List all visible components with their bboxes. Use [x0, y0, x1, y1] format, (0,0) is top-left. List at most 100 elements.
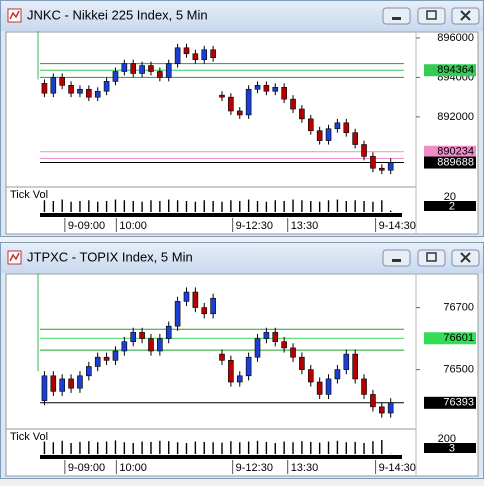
- maximize-button[interactable]: [417, 249, 446, 267]
- price-box: [424, 332, 476, 345]
- candle-body: [192, 53, 199, 60]
- candle-body: [263, 332, 270, 339]
- candle-body: [379, 167, 385, 171]
- candle-body: [316, 381, 323, 395]
- candle-body: [228, 96, 234, 112]
- candle-body: [192, 291, 199, 308]
- candle-body: [130, 63, 137, 74]
- price-box-label: 894364: [437, 64, 474, 76]
- candle-body: [41, 83, 48, 94]
- x-tick-label: 9-14:30: [379, 220, 416, 232]
- price-box-label: 890234: [437, 146, 474, 158]
- candle-body: [174, 47, 181, 64]
- candle-body: [77, 375, 83, 389]
- candle-body: [174, 301, 181, 327]
- candle-body: [236, 110, 243, 116]
- candle-body: [112, 350, 119, 361]
- candle-body: [299, 108, 305, 120]
- candle-body: [157, 71, 163, 78]
- candle-body: [272, 332, 279, 342]
- x-tick-label: 9-12:30: [236, 462, 273, 474]
- window-icon-glyph: [9, 10, 20, 20]
- candle-body: [352, 132, 358, 145]
- candle-body: [361, 378, 367, 395]
- volume-current: 2: [449, 200, 455, 212]
- candle-body: [245, 356, 252, 377]
- candle-body: [299, 356, 305, 370]
- candle-body: [334, 369, 341, 380]
- candle-body: [86, 366, 92, 377]
- candle-body: [228, 360, 234, 383]
- candle-body: [272, 86, 279, 92]
- candle-body: [148, 338, 154, 352]
- volume-current-box: [424, 201, 476, 211]
- candle-body: [183, 291, 190, 302]
- y-tick-label: 76500: [443, 364, 474, 376]
- candle-body: [210, 297, 216, 315]
- candle-body: [281, 86, 287, 100]
- candle-body: [281, 341, 287, 349]
- maximize-button[interactable]: [417, 7, 446, 25]
- candle-body: [77, 88, 83, 94]
- volume-label: Tick Vol: [10, 189, 48, 201]
- candle-body: [183, 47, 190, 55]
- candle-body: [50, 77, 57, 94]
- window-title: JTPXC - TOPIX Index, 5 Min: [27, 249, 193, 264]
- minimize-button[interactable]: [382, 249, 411, 267]
- candle-body: [50, 375, 57, 392]
- candle-body: [148, 65, 154, 72]
- candle-body: [219, 353, 225, 361]
- price-box-label: 76601: [443, 332, 474, 344]
- candle-body: [112, 71, 119, 82]
- candle-body: [334, 122, 341, 130]
- price-box-label: 76393: [443, 397, 474, 409]
- candle-body: [139, 65, 145, 74]
- candle-body: [307, 118, 314, 132]
- candle-body: [165, 63, 172, 78]
- volume-label: Tick Vol: [10, 431, 48, 443]
- candle-body: [352, 353, 358, 380]
- candle-body: [343, 122, 350, 133]
- volume-current-box: [424, 443, 476, 453]
- minimize-button[interactable]: [382, 7, 411, 25]
- candle-body: [254, 338, 261, 358]
- volume-current: 3: [449, 442, 455, 454]
- price-box: [424, 64, 476, 77]
- minimize-glyph: [392, 259, 401, 262]
- candle-body: [103, 356, 110, 361]
- candle-body: [201, 307, 208, 315]
- candle-body: [86, 88, 92, 98]
- x-tick-label: 13:30: [291, 220, 319, 232]
- candle-body: [59, 77, 65, 86]
- window-icon-glyph: [9, 252, 20, 262]
- y-tick-label: 896000: [437, 32, 474, 44]
- candle-body: [370, 394, 376, 408]
- time-bar: [40, 455, 402, 459]
- candle-body: [94, 356, 101, 367]
- candle-body: [387, 162, 394, 171]
- x-tick-label: 9-14:30: [379, 462, 416, 474]
- close-glyph: [460, 10, 471, 21]
- minimize-glyph: [392, 17, 401, 20]
- candle-body: [343, 353, 350, 370]
- price-box: [424, 156, 476, 169]
- candle-body: [201, 49, 208, 60]
- candle-body: [361, 144, 367, 157]
- candle-body: [325, 128, 332, 141]
- candle-body: [157, 338, 163, 352]
- y-tick-label: 892000: [437, 111, 474, 123]
- maximize-glyph: [426, 252, 437, 262]
- candle-body: [94, 90, 101, 98]
- candle-body: [121, 63, 128, 72]
- x-tick-label: 10:00: [119, 220, 147, 232]
- x-tick-label: 10:00: [119, 462, 147, 474]
- time-bar: [40, 213, 402, 217]
- candle-body: [370, 156, 376, 169]
- candle-body: [236, 375, 243, 383]
- maximize-glyph: [426, 10, 437, 20]
- candle-body: [210, 49, 216, 58]
- candle-body: [139, 332, 145, 339]
- candle-body: [245, 88, 252, 116]
- candle-body: [263, 85, 270, 92]
- x-tick-label: 13:30: [291, 462, 319, 474]
